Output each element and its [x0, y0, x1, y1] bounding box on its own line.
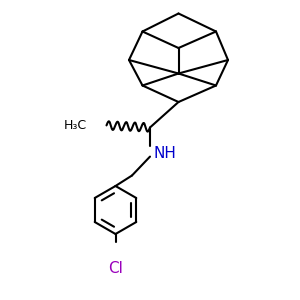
Text: H₃C: H₃C: [63, 119, 86, 132]
Text: NH: NH: [154, 146, 176, 161]
Text: Cl: Cl: [108, 261, 123, 276]
